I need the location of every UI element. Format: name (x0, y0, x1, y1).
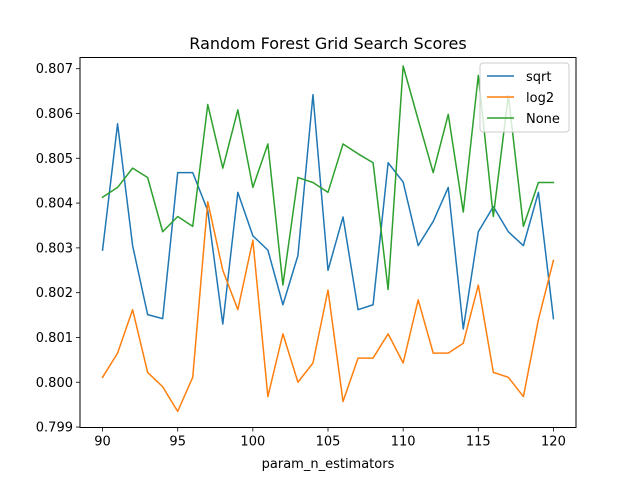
x-tick-label: 90 (94, 435, 111, 450)
legend: sqrt log2 None (479, 62, 570, 133)
x-tick-label: 100 (240, 435, 265, 450)
y-tick-label: 0.805 (36, 152, 73, 167)
series-line-none (101, 65, 555, 291)
legend-box (479, 62, 570, 133)
x-tick-label: 110 (391, 435, 416, 450)
series-line-log2 (101, 200, 555, 413)
chart-title: Random Forest Grid Search Scores (189, 34, 466, 53)
legend-entries: sqrt log2 None (487, 70, 560, 127)
y-axis-ticks: 0.799 0.800 0.801 0.802 0.803 0.804 0.805 0.806… (36, 62, 80, 436)
x-tick-label: 120 (541, 435, 566, 450)
series-layer (101, 65, 555, 413)
y-tick-label: 0.807 (36, 62, 73, 77)
legend-label-sqrt: sqrt (526, 70, 551, 85)
y-tick-label: 0.803 (36, 241, 73, 256)
y-tick-label: 0.800 (36, 376, 73, 391)
x-tick-label: 105 (316, 435, 341, 450)
x-tick-label: 115 (466, 435, 491, 450)
plot-area (79, 57, 577, 428)
y-tick-label: 0.806 (36, 107, 73, 122)
series-line-sqrt (101, 93, 555, 330)
y-tick-label: 0.801 (36, 331, 73, 346)
legend-label-log2: log2 (526, 91, 554, 106)
x-axis-ticks: 90 95 100 105 110 115 120 (94, 427, 566, 450)
y-tick-label: 0.802 (36, 286, 73, 301)
y-tick-label: 0.799 (36, 421, 73, 436)
y-tick-label: 0.804 (36, 197, 73, 212)
legend-label-none: None (526, 112, 560, 127)
x-tick-label: 95 (169, 435, 186, 450)
x-axis-label: param_n_estimators (262, 457, 395, 472)
